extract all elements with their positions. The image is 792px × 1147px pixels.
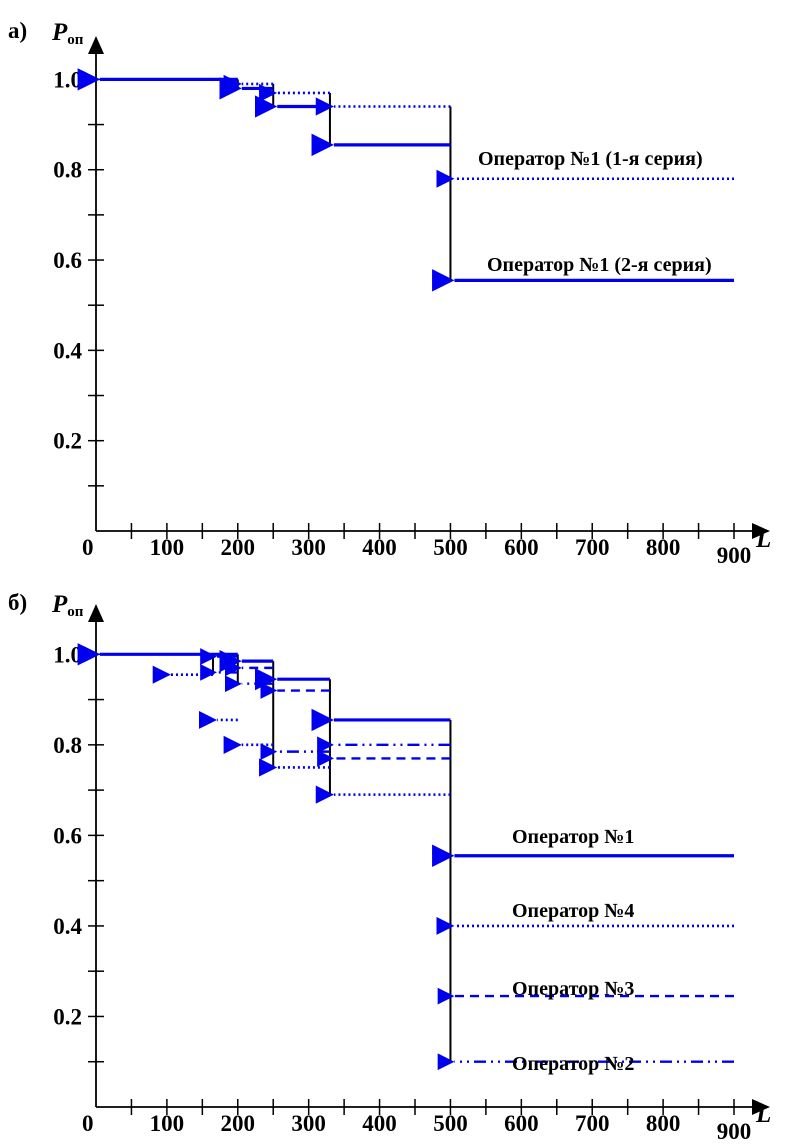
panel-a-chart: а) Pоп L 0 100 200 300 400 500 600 700 800 9000.2… [8,18,771,568]
x-tick-label: 200 [221,1111,256,1136]
series-layer [77,643,735,1071]
x-tick-label: 100 [150,535,185,560]
series-оператор-2 [83,645,735,1071]
x-tick-label: 900 [717,1119,752,1144]
x-tick-label: 700 [575,535,610,560]
y-axis-title: Pоп [51,19,84,48]
y-tick-label: 0.4 [53,914,82,939]
ticks: 0 100 200 300 400 500 600 700 800 900 0.2 0.4 0.6 0.8… [53,642,751,1144]
x-tick-label: 500 [433,1111,468,1136]
x-tick-label: 500 [433,535,468,560]
y-tick-label: 0.8 [53,733,82,758]
x-tick-label: 0 [82,535,94,560]
ticks: 0 100 200 300 400 500 600 700 800 900 0.2 0.4 0.6 0.8… [53,67,751,568]
y-tick-label: 0.6 [53,248,82,273]
x-tick-label: 600 [504,1111,539,1136]
series-layer [77,68,735,292]
x-tick-label: 0 [82,1111,94,1136]
x-tick-label: 400 [362,1111,397,1136]
x-tick-label: 800 [646,1111,681,1136]
y-axis-arrowhead [88,36,104,54]
x-tick-label: 100 [150,1111,185,1136]
x-tick-label: 200 [221,535,256,560]
x-tick-label: 600 [504,535,539,560]
x-tick-label: 900 [717,543,752,568]
x-axis-arrowhead [752,1099,771,1115]
x-axis-arrowhead [752,523,771,539]
y-axis-title: Pоп [51,591,84,620]
series-оператор-1 [77,643,735,867]
series-оператор-1-1-я-серия [81,70,735,188]
y-tick-label: 0.8 [53,158,82,183]
series-оператор-1-2-я-серия [77,68,735,292]
x-tick-label: 700 [575,1111,610,1136]
x-tick-label: 400 [362,535,397,560]
y-axis-title-main: P [51,19,68,46]
series-label-operator-2: Оператор №2 [512,1053,634,1075]
panel-label: б) [8,590,27,615]
series-label-operator-1-series-1: Оператор №1 (1-я серия) [478,148,703,170]
x-tick-label: 800 [646,535,681,560]
y-axis-title-main: P [51,591,68,618]
panel-b-chart: б) Pоп L 0 100 200 300 400 500 600 700 800 9000.2… [8,590,771,1144]
y-axis-title-subscript: оп [67,32,84,48]
series-label-operator-1: Оператор №1 [512,826,634,848]
y-tick-label: 0.2 [53,1004,82,1029]
series-label-operator-3: Оператор №3 [512,978,634,1000]
y-tick-label: 1.0 [53,642,82,667]
y-axis-title-subscript: оп [67,604,84,620]
y-tick-label: 0.4 [53,338,82,363]
y-tick-label: 0.2 [53,429,82,454]
x-tick-label: 300 [291,1111,326,1136]
series-label-operator-4: Оператор №4 [512,900,634,922]
x-tick-label: 300 [291,535,326,560]
y-axis-arrowhead [88,604,104,622]
series-оператор-4 [152,665,735,936]
y-tick-label: 0.6 [53,823,82,848]
series-label-operator-1-series-2: Оператор №1 (2-я серия) [487,254,712,276]
panel-label: а) [8,18,27,43]
axes [88,36,771,539]
axes [88,604,771,1115]
y-tick-label: 1.0 [53,67,82,92]
series-оператор-3 [83,645,735,1005]
